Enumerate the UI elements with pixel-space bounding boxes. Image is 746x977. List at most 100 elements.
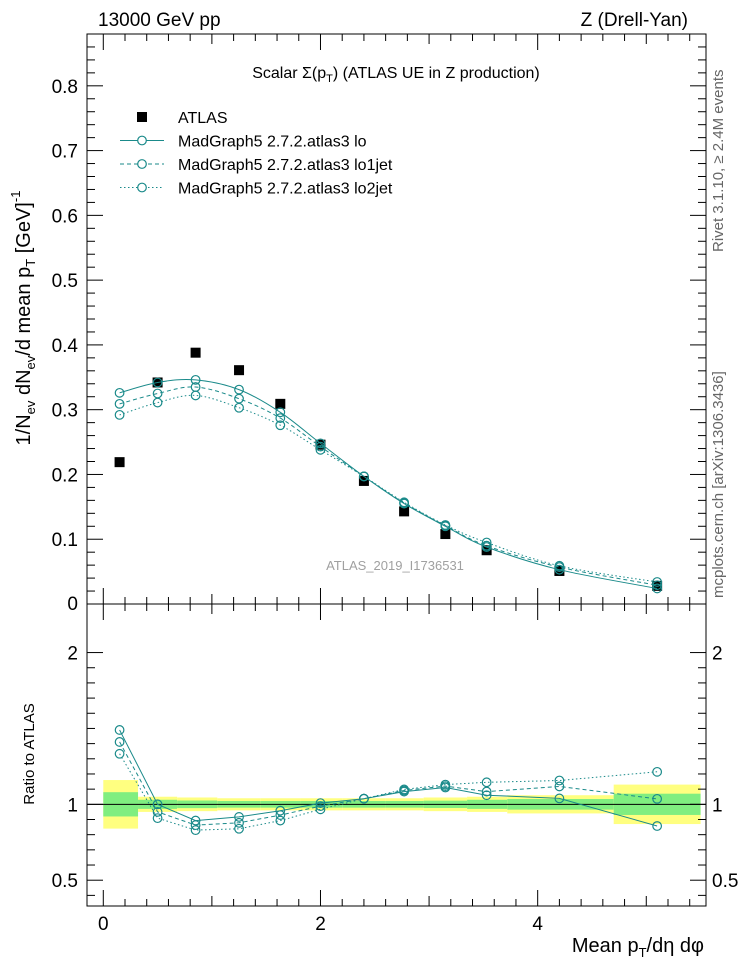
y-tick-label: 0.3 xyxy=(52,401,78,422)
madgraph5-2-7-2-atlas3-lo-marker xyxy=(554,564,565,575)
madgraph5-2-7-2-atlas3-lo2jet-ratio-marker xyxy=(359,793,369,804)
madgraph5-2-7-2-atlas3-lo1jet-marker xyxy=(652,580,663,591)
x-axis-label: Mean pT/dη dφ xyxy=(572,935,704,960)
legend-marker xyxy=(137,182,147,193)
madgraph5-2-7-2-atlas3-lo-ratio-marker xyxy=(554,793,565,804)
madgraph5-2-7-2-atlas3-lo2jet-ratio-marker xyxy=(652,766,663,777)
madgraph5-2-7-2-atlas3-lo1jet-marker xyxy=(481,540,492,551)
x-tick-label: 0 xyxy=(98,914,109,935)
y-tick-label: 0.1 xyxy=(52,530,78,551)
madgraph5-2-7-2-atlas3-lo2jet-ratio-marker xyxy=(481,777,492,788)
ratio-y-tick-label: 0.5 xyxy=(52,871,78,892)
upper-y-label: 1/Nev dNev/d mean pT [GeV]-1 xyxy=(8,191,38,446)
madgraph5-2-7-2-atlas3-lo2jet-ratio-marker xyxy=(554,775,565,786)
madgraph5-2-7-2-atlas3-lo-ratio-marker xyxy=(481,790,492,801)
madgraph5-2-7-2-atlas3-lo2jet-marker xyxy=(481,537,492,548)
atlas-point xyxy=(275,398,286,409)
x-tick-label: 2 xyxy=(315,914,326,935)
madgraph5-2-7-2-atlas3-lo2jet-marker xyxy=(554,560,565,571)
madgraph5-2-7-2-atlas3-lo-ratio-line xyxy=(119,729,658,827)
legend-marker xyxy=(137,135,147,146)
title-prefix: Scalar Σ(p xyxy=(252,65,326,82)
madgraph5-2-7-2-atlas3-lo1jet-marker xyxy=(234,393,244,404)
atlas-point xyxy=(114,457,125,468)
y-tick-label: 0.2 xyxy=(52,465,78,486)
madgraph5-2-7-2-atlas3-lo2jet-marker xyxy=(114,409,125,420)
atlas-point xyxy=(234,365,245,376)
ratio-y-tick-label-right: 0.5 xyxy=(712,871,738,892)
title-suffix: ) (ATLAS UE in Z production) xyxy=(333,65,540,82)
legend-label: MadGraph5 2.7.2.atlas3 lo1jet xyxy=(178,157,393,174)
header-left: 13000 GeV pp xyxy=(98,10,221,31)
madgraph5-2-7-2-atlas3-lo1jet-line xyxy=(119,386,658,586)
madgraph5-2-7-2-atlas3-lo1jet-ratio-marker xyxy=(275,810,286,820)
y-tick-label: 0.4 xyxy=(52,336,79,357)
madgraph5-2-7-2-atlas3-lo2jet-marker xyxy=(190,390,201,401)
madgraph5-2-7-2-atlas3-lo1jet-ratio-line xyxy=(119,741,658,826)
madgraph5-2-7-2-atlas3-lo-ratio-marker xyxy=(652,821,663,831)
madgraph5-2-7-2-atlas3-lo2jet-ratio-line xyxy=(119,753,658,831)
madgraph5-2-7-2-atlas3-lo2jet-marker xyxy=(652,577,663,587)
madgraph5-2-7-2-atlas3-lo2jet-marker xyxy=(359,471,369,482)
madgraph5-2-7-2-atlas3-lo1jet-ratio-marker xyxy=(652,793,663,804)
legend: ATLAS MadGraph5 2.7.2.atlas3 lo MadGraph5 … xyxy=(120,110,393,198)
atlas-point xyxy=(190,347,201,358)
madgraph5-2-7-2-atlas3-lo2jet-ratio-marker xyxy=(152,813,163,824)
madgraph5-2-7-2-atlas3-lo-ratio-marker xyxy=(114,725,125,735)
header-right: Z (Drell-Yan) xyxy=(581,10,688,31)
madgraph5-2-7-2-atlas3-lo2jet-marker xyxy=(440,520,451,530)
madgraph5-2-7-2-atlas3-lo1jet-ratio-marker xyxy=(114,737,125,747)
madgraph5-2-7-2-atlas3-lo-ratio-marker xyxy=(315,798,326,809)
madgraph5-2-7-2-atlas3-lo-line xyxy=(119,378,658,589)
madgraph5-2-7-2-atlas3-lo1jet-marker xyxy=(315,441,326,452)
madgraph5-2-7-2-atlas3-lo2jet-marker xyxy=(152,397,163,408)
atlas-point xyxy=(315,439,326,450)
side-mcplots: mcplots.cern.ch [arXiv:1306.3436] xyxy=(710,371,727,598)
title-pt-sub: T xyxy=(326,73,333,85)
madgraph5-2-7-2-atlas3-lo-ratio-marker xyxy=(234,812,244,822)
legend-label: MadGraph5 2.7.2.atlas3 lo xyxy=(178,134,367,151)
madgraph5-2-7-2-atlas3-lo1jet-ratio-marker xyxy=(152,807,163,817)
atlas-point xyxy=(399,506,410,517)
ratio-panel: 0 2 4 0.5 0.5 1 1 2 2 xyxy=(52,603,738,935)
ratio-y-tick-label: 1 xyxy=(67,795,78,816)
madgraph5-2-7-2-atlas3-lo2jet-marker xyxy=(275,420,286,431)
madgraph5-2-7-2-atlas3-lo2jet-ratio-marker xyxy=(275,815,286,826)
atlas-point xyxy=(440,529,451,540)
madgraph5-2-7-2-atlas3-lo1jet-marker xyxy=(114,398,125,409)
ratio-y-tick-label: 2 xyxy=(67,644,78,665)
y-tick-label: 0.5 xyxy=(52,271,78,292)
ratio-y-label: Ratio to ATLAS xyxy=(21,703,38,804)
madgraph5-2-7-2-atlas3-lo2jet-marker xyxy=(234,402,244,413)
madgraph5-2-7-2-atlas3-lo1jet-marker xyxy=(190,382,201,392)
madgraph5-2-7-2-atlas3-lo2jet-ratio-marker xyxy=(399,784,410,795)
ratio-y-tick-label-right: 1 xyxy=(712,795,723,816)
legend-marker xyxy=(137,159,147,169)
y-tick-label-zero: 0 xyxy=(67,594,78,615)
y-tick-label: 0.6 xyxy=(52,206,78,227)
madgraph5-2-7-2-atlas3-lo2jet-marker xyxy=(399,497,410,508)
madgraph5-2-7-2-atlas3-lo-marker xyxy=(275,407,286,418)
side-rivet: Rivet 3.1.10, ≥ 2.4M events xyxy=(710,70,727,253)
y-tick-label: 0.7 xyxy=(52,142,78,163)
madgraph5-2-7-2-atlas3-lo-marker xyxy=(234,384,244,395)
madgraph5-2-7-2-atlas3-lo1jet-ratio-marker xyxy=(190,820,201,831)
madgraph5-2-7-2-atlas3-lo1jet-ratio-marker xyxy=(315,801,326,812)
madgraph5-2-7-2-atlas3-lo-marker xyxy=(652,583,663,594)
ratio-frame xyxy=(86,603,707,907)
madgraph5-2-7-2-atlas3-lo2jet-ratio-marker xyxy=(190,825,201,836)
ratio-y-tick-label-right: 2 xyxy=(712,644,723,665)
madgraph5-2-7-2-atlas3-lo1jet-marker xyxy=(152,388,163,399)
x-tick-label: 4 xyxy=(532,914,543,935)
madgraph5-2-7-2-atlas3-lo-marker xyxy=(190,374,201,385)
madgraph5-2-7-2-atlas3-lo1jet-ratio-marker xyxy=(234,817,244,828)
madgraph5-2-7-2-atlas3-lo1jet-ratio-marker xyxy=(481,786,492,797)
madgraph5-2-7-2-atlas3-lo1jet-ratio-marker xyxy=(554,781,565,792)
madgraph5-2-7-2-atlas3-lo1jet-marker xyxy=(275,413,286,424)
legend-label: MadGraph5 2.7.2.atlas3 lo2jet xyxy=(178,181,393,198)
main-title: Scalar Σ(pT) (ATLAS UE in Z production) xyxy=(252,65,540,85)
madgraph5-2-7-2-atlas3-lo-marker xyxy=(114,387,125,398)
madgraph5-2-7-2-atlas3-lo2jet-ratio-marker xyxy=(440,779,451,790)
madgraph5-2-7-2-atlas3-lo2jet-ratio-marker xyxy=(114,748,125,759)
